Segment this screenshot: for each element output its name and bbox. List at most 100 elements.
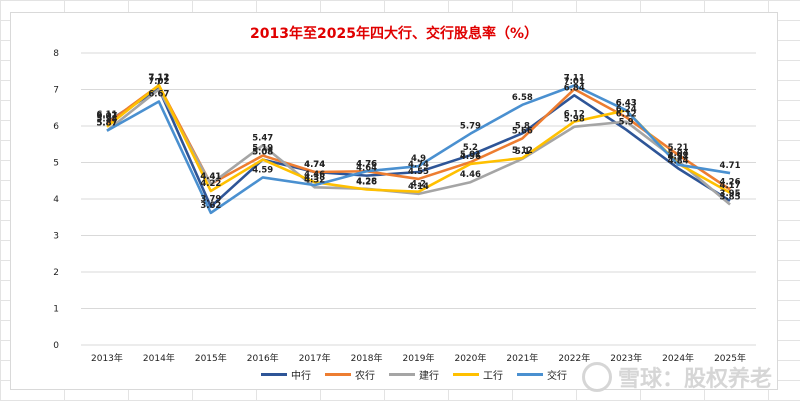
data-label: 4.64 <box>356 164 377 174</box>
data-label: 5.2 <box>463 143 478 153</box>
data-label: 7.12 <box>148 73 169 83</box>
data-label: 4.22 <box>200 179 221 189</box>
data-label: 4.55 <box>408 167 429 177</box>
x-tick-label: 2013年 <box>91 352 123 364</box>
data-label: 6.43 <box>616 98 637 108</box>
data-label: 5.79 <box>460 122 481 132</box>
legend-swatch <box>453 373 479 376</box>
data-label: 4.84 <box>668 156 689 166</box>
data-label: 6.12 <box>564 110 585 120</box>
data-label: 3.95 <box>720 189 741 199</box>
legend-item: 中行 <box>261 367 311 382</box>
y-tick-label: 6 <box>53 122 59 132</box>
x-tick-label: 2020年 <box>454 352 486 364</box>
data-label: 4.9 <box>411 154 426 164</box>
data-label: 4.26 <box>720 178 741 188</box>
data-label: 4.46 <box>460 170 481 180</box>
data-label: 7.02 <box>148 77 169 87</box>
data-label: 5.21 <box>668 143 689 153</box>
series-line-中行 <box>106 87 731 208</box>
legend-label: 建行 <box>419 371 439 382</box>
data-label: 6.24 <box>616 105 637 115</box>
data-label: 3.62 <box>200 201 221 211</box>
x-tick-label: 2015年 <box>195 352 227 364</box>
x-tick-label: 2014年 <box>143 352 175 364</box>
data-label: 3.85 <box>720 192 741 202</box>
data-label: 4.41 <box>200 172 221 182</box>
data-label: 7.11 <box>148 73 169 83</box>
y-tick-label: 1 <box>53 305 59 315</box>
legend-item: 农行 <box>325 367 375 382</box>
data-label: 5.04 <box>668 149 689 159</box>
data-label: 5.08 <box>252 148 273 158</box>
data-label: 4.46 <box>304 170 325 180</box>
data-label: 5.19 <box>252 144 273 154</box>
data-label: 7.01 <box>564 77 585 87</box>
chart-frame: 2013年至2025年四大行、交行股息率（%） 0 1 2 3 4 5 6 7 8 2013年 20… <box>10 12 778 390</box>
data-label: 5.47 <box>252 133 273 143</box>
data-label: 4.17 <box>720 181 741 191</box>
legend-label: 交行 <box>547 371 567 382</box>
data-label: 4.76 <box>356 159 377 169</box>
data-label: 4.14 <box>408 182 429 192</box>
data-label: 5.98 <box>96 115 117 125</box>
x-tick-label: 2023年 <box>610 352 642 364</box>
data-label: 4.28 <box>356 177 377 187</box>
data-label: 4.71 <box>720 161 741 171</box>
data-label: 5.08 <box>252 148 273 158</box>
chart-legend: 中行 农行 建行 工行 交行 <box>261 367 567 382</box>
legend-item: 交行 <box>517 367 567 382</box>
x-tick-label: 2022年 <box>558 352 590 364</box>
watermark-text: 雪球：股权养老 <box>617 367 772 392</box>
x-tick-label: 2018年 <box>351 352 383 364</box>
y-tick-label: 5 <box>53 159 59 169</box>
legend-item: 工行 <box>453 367 503 382</box>
data-label: 4.32 <box>304 175 325 185</box>
data-label: 7.11 <box>564 73 585 83</box>
data-label: 4.96 <box>460 152 481 162</box>
data-label: 6.12 <box>616 110 637 120</box>
data-label: 5.1 <box>515 147 530 157</box>
data-label: 4.41 <box>200 172 221 182</box>
x-tick-label: 2024年 <box>662 352 694 364</box>
line-chart: 0 1 2 3 4 5 6 7 8 2013年 2014年 2015年 2016年 2017年 2018年 2… <box>53 49 756 364</box>
series-line-建行 <box>106 88 731 206</box>
data-label: 4.97 <box>668 152 689 162</box>
data-label: 5.12 <box>512 146 533 156</box>
legend-swatch <box>325 373 351 376</box>
y-tick-label: 0 <box>53 341 59 351</box>
x-tick-label: 2017年 <box>299 352 331 364</box>
x-tick-label: 2016年 <box>247 352 279 364</box>
data-label: 4.26 <box>356 178 377 188</box>
data-label: 6.43 <box>616 98 637 108</box>
data-label: 6.84 <box>564 83 585 93</box>
data-label: 4.74 <box>304 160 325 170</box>
data-label: 4.38 <box>304 173 325 183</box>
chart-title: 2013年至2025年四大行、交行股息率（%） <box>250 26 538 42</box>
y-tick-label: 3 <box>53 232 59 242</box>
data-label: 6.58 <box>512 93 533 103</box>
y-tick-label: 4 <box>53 195 59 205</box>
data-label: 6.07 <box>96 111 117 121</box>
legend-label: 工行 <box>483 371 503 382</box>
data-label: 4.94 <box>668 153 689 163</box>
data-label: 5.66 <box>512 126 533 136</box>
legend-swatch <box>517 373 543 376</box>
snowball-logo-icon <box>581 362 612 392</box>
data-label: 5.9 <box>619 118 634 128</box>
legend-label: 农行 <box>355 371 375 382</box>
data-label: 7 <box>156 78 162 88</box>
data-label: 5.98 <box>564 115 585 125</box>
data-label: 5.87 <box>96 119 117 129</box>
x-tick-label: 2019年 <box>403 352 435 364</box>
x-tick-label: 2025年 <box>714 352 746 364</box>
series-line-交行 <box>106 84 731 215</box>
legend-swatch <box>261 373 287 376</box>
data-label: 4.74 <box>304 160 325 170</box>
legend-swatch <box>389 373 415 376</box>
data-label: 3.79 <box>200 195 221 205</box>
y-tick-label: 2 <box>53 268 59 278</box>
data-label: 5.87 <box>96 119 117 129</box>
legend-item: 建行 <box>389 367 439 382</box>
watermark: 雪球：股权养老 <box>581 361 772 393</box>
